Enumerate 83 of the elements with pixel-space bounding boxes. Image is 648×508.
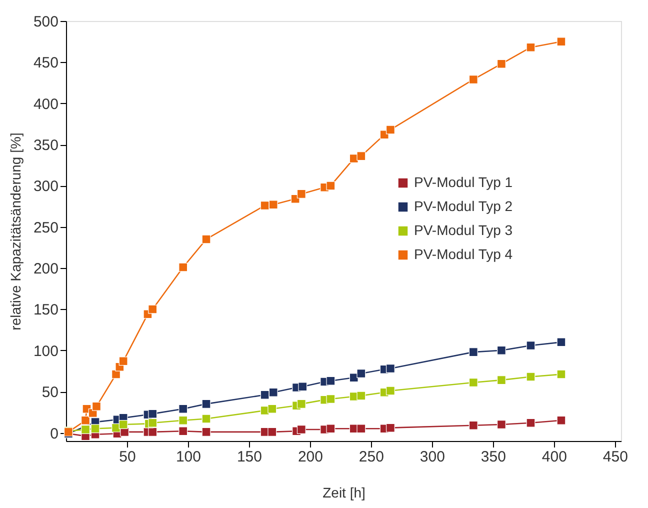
point xyxy=(526,340,536,350)
x-tick-label: 100 xyxy=(176,448,201,466)
x-axis-title: Zeit [h] xyxy=(322,484,366,500)
point xyxy=(468,378,478,388)
point xyxy=(326,181,336,190)
point xyxy=(118,356,128,366)
point xyxy=(178,416,188,425)
point xyxy=(268,388,278,397)
point xyxy=(296,399,306,408)
x-tick-label: 250 xyxy=(358,448,384,466)
point xyxy=(356,391,366,400)
y-tick-label: 300 xyxy=(33,178,58,196)
legend-label: PV-Modul Typ 3 xyxy=(414,222,513,238)
point xyxy=(356,424,366,434)
point xyxy=(526,42,536,52)
point xyxy=(178,262,188,272)
point xyxy=(90,424,100,434)
point xyxy=(202,427,211,436)
point xyxy=(556,338,566,347)
point xyxy=(178,404,188,414)
point xyxy=(468,420,478,430)
y-tick-label: 250 xyxy=(33,219,58,236)
point xyxy=(148,427,158,436)
legend-label: PV-Modul Typ 4 xyxy=(414,246,513,262)
point xyxy=(260,200,270,210)
x-tick-label: 50 xyxy=(119,448,136,466)
y-tick-label: 150 xyxy=(33,302,58,319)
point xyxy=(356,368,366,378)
y-tick-label: 0 xyxy=(50,425,58,442)
legend-label: PV-Modul Typ 2 xyxy=(414,198,513,214)
point xyxy=(556,416,566,425)
point xyxy=(556,370,566,379)
x-tick-label: 400 xyxy=(542,448,567,466)
y-tick-label: 350 xyxy=(33,137,58,154)
y-tick-label: 50 xyxy=(42,384,58,402)
point xyxy=(81,424,90,434)
point xyxy=(268,404,277,414)
legend-label: PV-Modul Typ 1 xyxy=(414,174,513,190)
y-tick-label: 400 xyxy=(33,96,58,113)
point xyxy=(202,399,211,408)
point xyxy=(326,424,336,434)
point xyxy=(298,382,308,392)
point xyxy=(112,423,120,432)
point xyxy=(468,348,478,357)
point xyxy=(386,386,395,396)
point xyxy=(356,152,366,161)
point xyxy=(178,426,188,436)
point xyxy=(496,346,506,355)
point xyxy=(148,304,158,314)
y-tick-label: 200 xyxy=(33,260,58,278)
point xyxy=(148,418,158,428)
point xyxy=(526,372,536,382)
point xyxy=(326,376,336,386)
point xyxy=(468,74,478,84)
point xyxy=(496,59,506,68)
y-tick-label: 100 xyxy=(33,342,58,360)
point xyxy=(386,423,395,432)
point xyxy=(496,420,506,430)
point xyxy=(268,427,277,436)
point xyxy=(148,409,158,418)
y-axis-title: relative Kapazitätsänderung [%] xyxy=(7,132,24,330)
point xyxy=(386,364,395,374)
y-tick-label: 500 xyxy=(33,14,58,30)
point xyxy=(556,37,566,46)
point xyxy=(296,424,306,434)
point xyxy=(118,420,128,430)
point xyxy=(268,200,278,210)
point xyxy=(202,234,211,244)
point xyxy=(296,189,306,198)
point xyxy=(386,125,395,134)
point xyxy=(526,418,536,428)
point xyxy=(81,416,90,425)
x-tick-label: 300 xyxy=(420,448,445,466)
point xyxy=(496,376,506,385)
x-tick-label: 450 xyxy=(602,448,628,466)
x-tick-label: 350 xyxy=(480,448,506,466)
x-tick-label: 200 xyxy=(298,448,323,466)
y-tick-label: 450 xyxy=(33,54,58,72)
point xyxy=(202,414,211,424)
x-tick-label: 150 xyxy=(236,448,262,466)
point xyxy=(260,390,270,400)
point xyxy=(92,402,101,411)
point xyxy=(326,394,336,404)
